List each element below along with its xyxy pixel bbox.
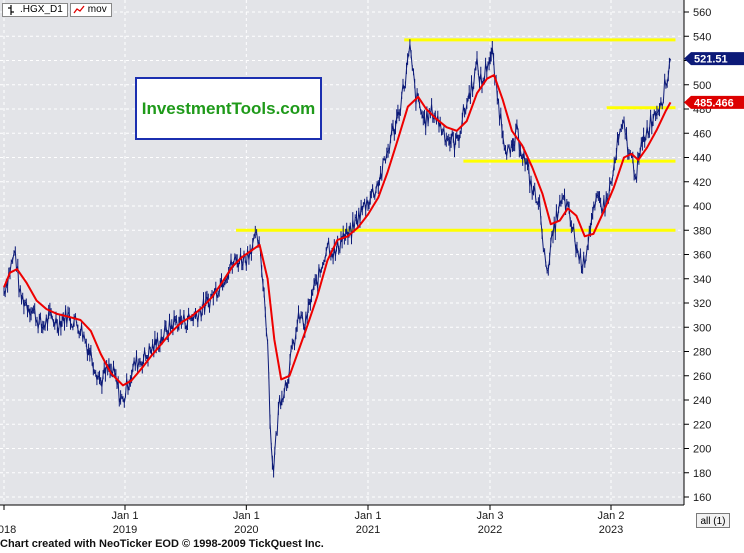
moving-average-tag (684, 95, 744, 109)
x-tick-label-bottom: 2019 (113, 524, 137, 536)
x-tick-label-bottom: 2018 (0, 524, 16, 536)
horizontal-lines (236, 38, 676, 232)
legend-item-mov[interactable]: mov (69, 3, 112, 17)
ohlc-bar-icon (5, 4, 17, 16)
x-axis: 2018 Jan 1 2019 Jan 1 2020 Jan 1 2021 Jan 3 2022… (0, 505, 624, 536)
moving-average-line (3, 74, 672, 387)
moving-average-label: 485.466 (694, 97, 734, 109)
y-tick-label: 240 (693, 395, 711, 407)
price-line (3, 39, 671, 478)
footer-credit: Chart created with NeoTicker EOD © 1998-… (0, 538, 324, 550)
price-series (3, 39, 671, 478)
legend-label-mov: mov (87, 4, 107, 15)
y-tick-label: 280 (693, 347, 711, 359)
y-tick-label: 200 (693, 444, 711, 456)
legend-label-price: .HGX_D1 (20, 4, 63, 15)
y-tick-label: 160 (693, 492, 711, 504)
y-tick-label: 360 (693, 250, 711, 262)
line-series-icon (73, 4, 85, 16)
x-tick-label-bottom: 2021 (356, 524, 380, 536)
y-tick-label: 440 (693, 153, 711, 165)
y-tick-label: 380 (693, 225, 711, 237)
last-price-label: 521.51 (694, 54, 728, 66)
y-tick-label: 460 (693, 128, 711, 140)
x-tick-label-top: Jan 1 (112, 510, 139, 522)
y-tick-label: 260 (693, 371, 711, 383)
y-tick-label: 340 (693, 274, 711, 286)
y-axis: 160 180 200 220 240 260 280 300 320 340 360 380 400 4… (684, 7, 711, 504)
y-tick-label: 300 (693, 322, 711, 334)
y-tick-label: 220 (693, 419, 711, 431)
x-tick-label-top: Jan 1 (233, 510, 260, 522)
y-tick-label: 420 (693, 177, 711, 189)
y-tick-label: 400 (693, 201, 711, 213)
moving-average-series (3, 74, 672, 387)
y-tick-label: 540 (693, 31, 711, 43)
logo: InvestmentTools.com (135, 77, 322, 140)
x-tick-label-bottom: 2022 (478, 524, 502, 536)
y-tick-label: 320 (693, 298, 711, 310)
x-tick-label-bottom: 2023 (599, 524, 623, 536)
plot-area (0, 0, 684, 505)
y-tick-label: 180 (693, 468, 711, 480)
last-price-tag (684, 52, 744, 66)
all-button[interactable]: all (1) (696, 513, 730, 528)
x-tick-label-top: Jan 3 (477, 510, 504, 522)
legend: .HGX_D1 mov (2, 3, 112, 18)
y-tick-label: 560 (693, 7, 711, 19)
legend-item-price[interactable]: .HGX_D1 (2, 3, 68, 17)
x-tick-label-bottom: 2020 (234, 524, 258, 536)
x-tick-label-top: Jan 1 (355, 510, 382, 522)
logo-text: InvestmentTools.com (141, 98, 316, 118)
y-tick-label: 500 (693, 80, 711, 92)
x-tick-label-top: Jan 2 (598, 510, 625, 522)
price-tags: 521.51 485.466 (684, 52, 744, 109)
